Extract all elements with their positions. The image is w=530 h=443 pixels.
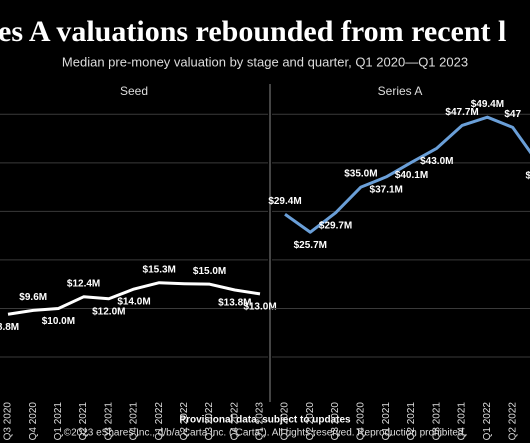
- x-tick-label: Q4 2022: [229, 402, 240, 441]
- x-tick-label: Q4 2020: [356, 402, 367, 441]
- footer-copyright: ©2023 eShares Inc., d/b/a Carta Inc. (“C…: [64, 428, 467, 439]
- value-label: $29.7M: [319, 220, 352, 231]
- x-tick-label: Q4 2021: [457, 402, 468, 441]
- x-tick-label: Q2 2020: [305, 402, 316, 441]
- value-label: $49.4M: [471, 99, 504, 110]
- panel-title: Seed: [120, 84, 148, 98]
- value-label: $40.0: [525, 170, 530, 181]
- data-line: [7, 281, 261, 316]
- value-label: $14.0M: [117, 297, 150, 308]
- value-label: $12.4M: [67, 278, 100, 289]
- x-tick-label: Q2 2021: [406, 402, 417, 441]
- value-label: 8.8M: [0, 322, 19, 333]
- value-label: $9.6M: [19, 292, 47, 303]
- value-label: $29.4M: [268, 196, 301, 207]
- value-label: $15.3M: [143, 264, 176, 275]
- footer-note: Provisional data, subject to updates: [179, 415, 351, 426]
- x-tick-label: Q3 2021: [103, 402, 114, 441]
- value-label: $25.7M: [294, 240, 327, 251]
- x-tick-label: Q3 2020: [3, 402, 14, 441]
- x-tick-label: Q4 2021: [129, 402, 140, 441]
- x-tick-label: Q4 2020: [28, 402, 39, 441]
- value-label: $12.0M: [92, 306, 125, 317]
- chart-subtitle: Median pre-money valuation by stage and …: [62, 54, 468, 69]
- value-label: $15.0M: [193, 266, 226, 277]
- x-tick-label: Q2 2022: [179, 402, 190, 441]
- value-label: $47: [504, 109, 521, 120]
- x-tick-label: Q1 2021: [53, 402, 64, 441]
- x-tick-label: Q2 2022: [507, 402, 518, 441]
- value-label: $47.7M: [445, 107, 478, 118]
- value-label: $13.0M: [243, 302, 276, 313]
- value-label: $37.1M: [370, 185, 403, 196]
- value-label: $35.0M: [344, 169, 377, 180]
- x-tick-label: Q1 2020: [280, 402, 291, 441]
- x-tick-label: Q1 2021: [381, 402, 392, 441]
- x-tick-label: Q3 2020: [330, 402, 341, 441]
- value-label: $43.0M: [420, 156, 453, 167]
- x-tick-label: Q3 2022: [204, 402, 215, 441]
- x-tick-label: Q2 2021: [78, 402, 89, 441]
- value-label: $13.8M: [218, 298, 251, 309]
- x-tick-label: Q3 2021: [431, 402, 442, 441]
- value-label: $10.0M: [42, 316, 75, 327]
- panel-title: Series A: [378, 84, 423, 98]
- value-label: $40.1M: [395, 170, 428, 181]
- chart-title: es A valuations rebounded from recent l: [0, 15, 506, 48]
- data-line: [284, 115, 530, 234]
- x-tick-label: Q1 2023: [255, 402, 266, 441]
- x-tick-label: Q1 2022: [154, 402, 165, 441]
- x-tick-label: Q1 2022: [482, 402, 493, 441]
